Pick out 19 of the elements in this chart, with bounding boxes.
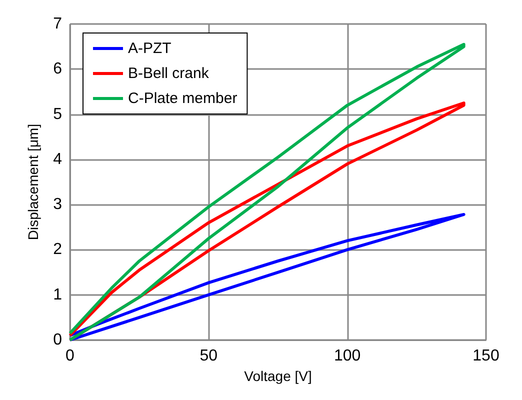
y-tick-label: 2 <box>53 241 62 258</box>
y-axis-title: Displacement [μm] <box>25 124 41 240</box>
x-tick-label: 0 <box>66 348 75 364</box>
legend-label: B-Bell crank <box>128 65 210 82</box>
y-tick-label: 0 <box>53 332 62 348</box>
line-series <box>68 42 466 342</box>
x-tick-label: 150 <box>472 348 500 364</box>
legend-label: A-PZT <box>128 40 172 57</box>
y-tick-label: 3 <box>53 196 62 214</box>
line-series <box>68 213 466 342</box>
legend-label: C-Plate member <box>128 90 238 107</box>
y-tick-label: 6 <box>53 60 62 78</box>
y-tick-label: 4 <box>53 150 62 168</box>
x-tick-label: 50 <box>200 348 218 364</box>
y-tick-label: 1 <box>53 286 62 304</box>
y-tick-label: 5 <box>53 106 62 123</box>
x-tick-label: 100 <box>334 348 361 364</box>
x-axis-title: Voltage [V] <box>244 368 312 384</box>
y-tick-label: 7 <box>53 16 62 32</box>
